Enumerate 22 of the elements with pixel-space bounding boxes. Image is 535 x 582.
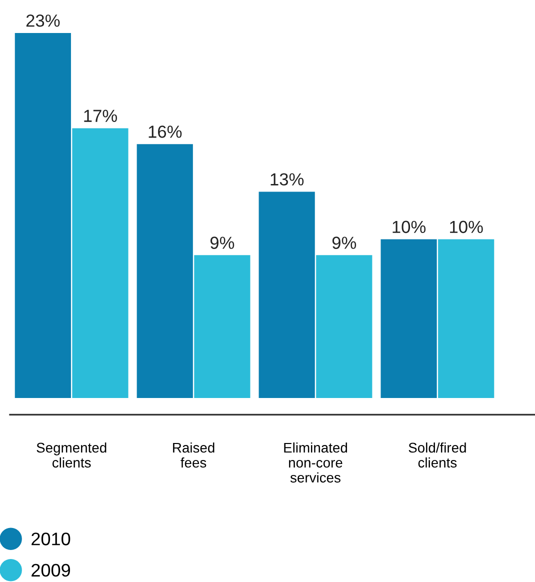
legend-label: 2010 <box>32 532 70 546</box>
bar <box>380 239 437 398</box>
data-label: 13% <box>270 173 304 186</box>
data-label: 9% <box>210 236 234 249</box>
bar <box>194 255 250 398</box>
data-label: 9% <box>332 236 356 249</box>
x-tick-label: Sold/fired clients <box>408 442 466 468</box>
legend-label: 2009 <box>32 564 70 577</box>
data-label: 10% <box>392 220 426 234</box>
bar <box>316 255 372 398</box>
bar <box>258 192 315 398</box>
bar <box>14 33 71 398</box>
data-label: 16% <box>148 126 182 138</box>
data-label: 10% <box>450 220 483 234</box>
x-tick-label: Raised fees <box>173 442 214 468</box>
data-label: 17% <box>84 110 117 122</box>
bar <box>136 144 193 398</box>
data-label: 23% <box>26 14 60 27</box>
x-tick-label: Segmented clients <box>36 442 106 468</box>
x-tick-label: Eliminated non-core services <box>284 442 348 483</box>
bar <box>438 239 494 398</box>
bar <box>72 128 128 398</box>
